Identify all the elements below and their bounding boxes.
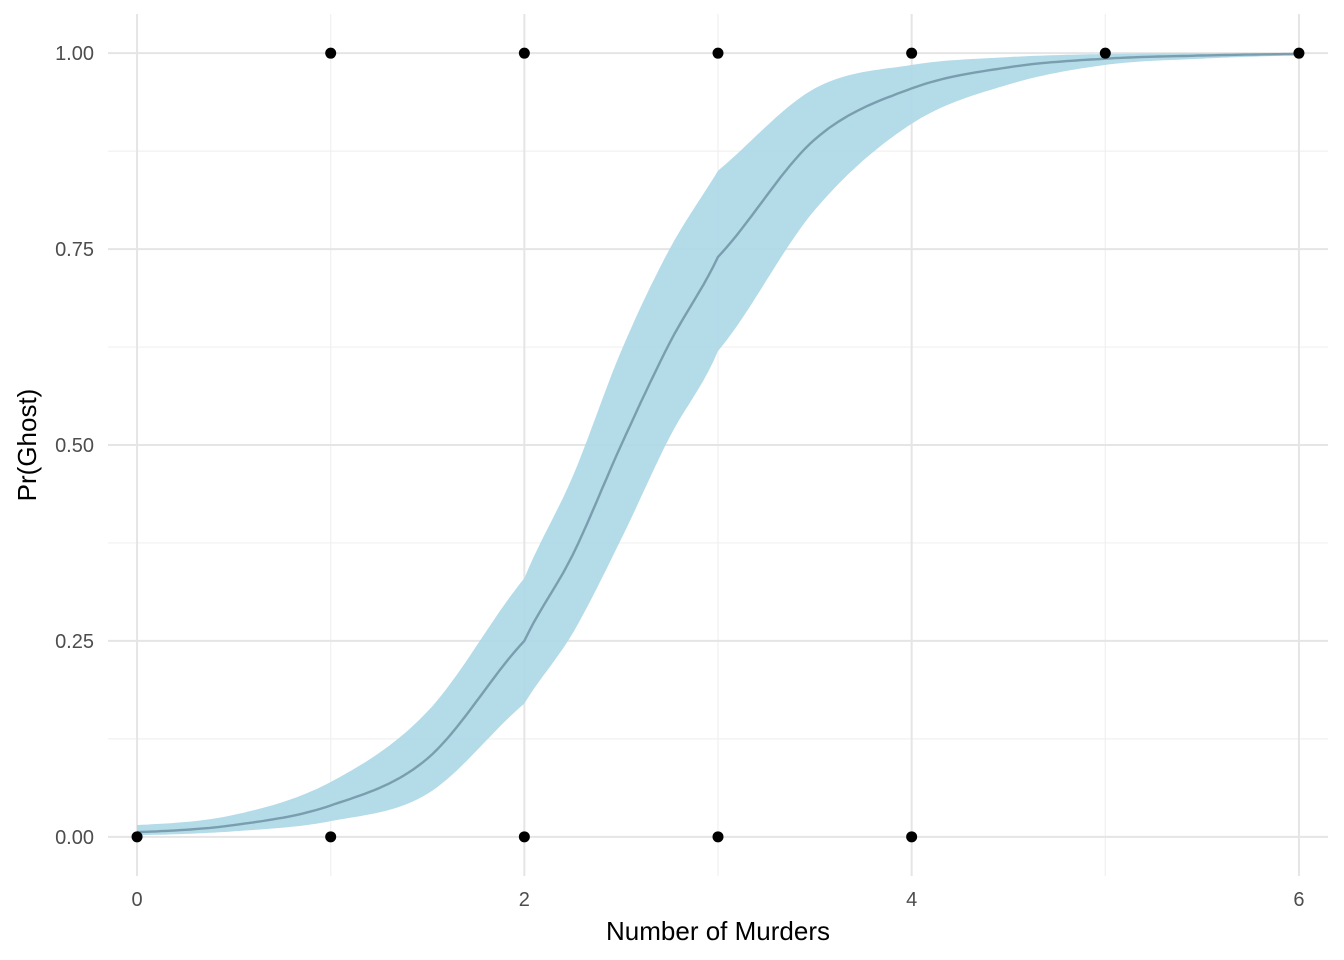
data-point [518,831,530,843]
data-point [1293,47,1305,59]
x-tick-label: 6 [1293,889,1304,911]
data-point [906,47,918,59]
data-point [712,47,724,59]
x-tick-label: 4 [906,889,917,911]
data-point [131,831,143,843]
major-gridlines [108,14,1328,876]
fitted-curve [136,52,1299,834]
data-point [906,831,918,843]
data-point [325,47,337,59]
y-tick-label: 0.50 [55,435,94,457]
y-axis-ticks: 0.00 0.25 0.50 0.75 1.00 [55,43,94,849]
data-point [325,831,337,843]
x-axis-ticks: 0 2 4 6 [131,889,1304,911]
data-point [712,831,724,843]
y-tick-label: 0.00 [55,827,94,849]
x-axis-title: Number of Murders [606,916,830,946]
y-tick-label: 0.75 [55,239,94,261]
data-point [518,47,530,59]
y-axis-title: Pr(Ghost) [12,389,42,502]
data-point [1099,47,1111,59]
x-tick-label: 0 [131,889,142,911]
y-tick-label: 1.00 [55,43,94,65]
x-tick-label: 2 [519,889,530,911]
confidence-band [137,53,1299,836]
y-tick-label: 0.25 [55,631,94,653]
data-points [131,47,1305,843]
